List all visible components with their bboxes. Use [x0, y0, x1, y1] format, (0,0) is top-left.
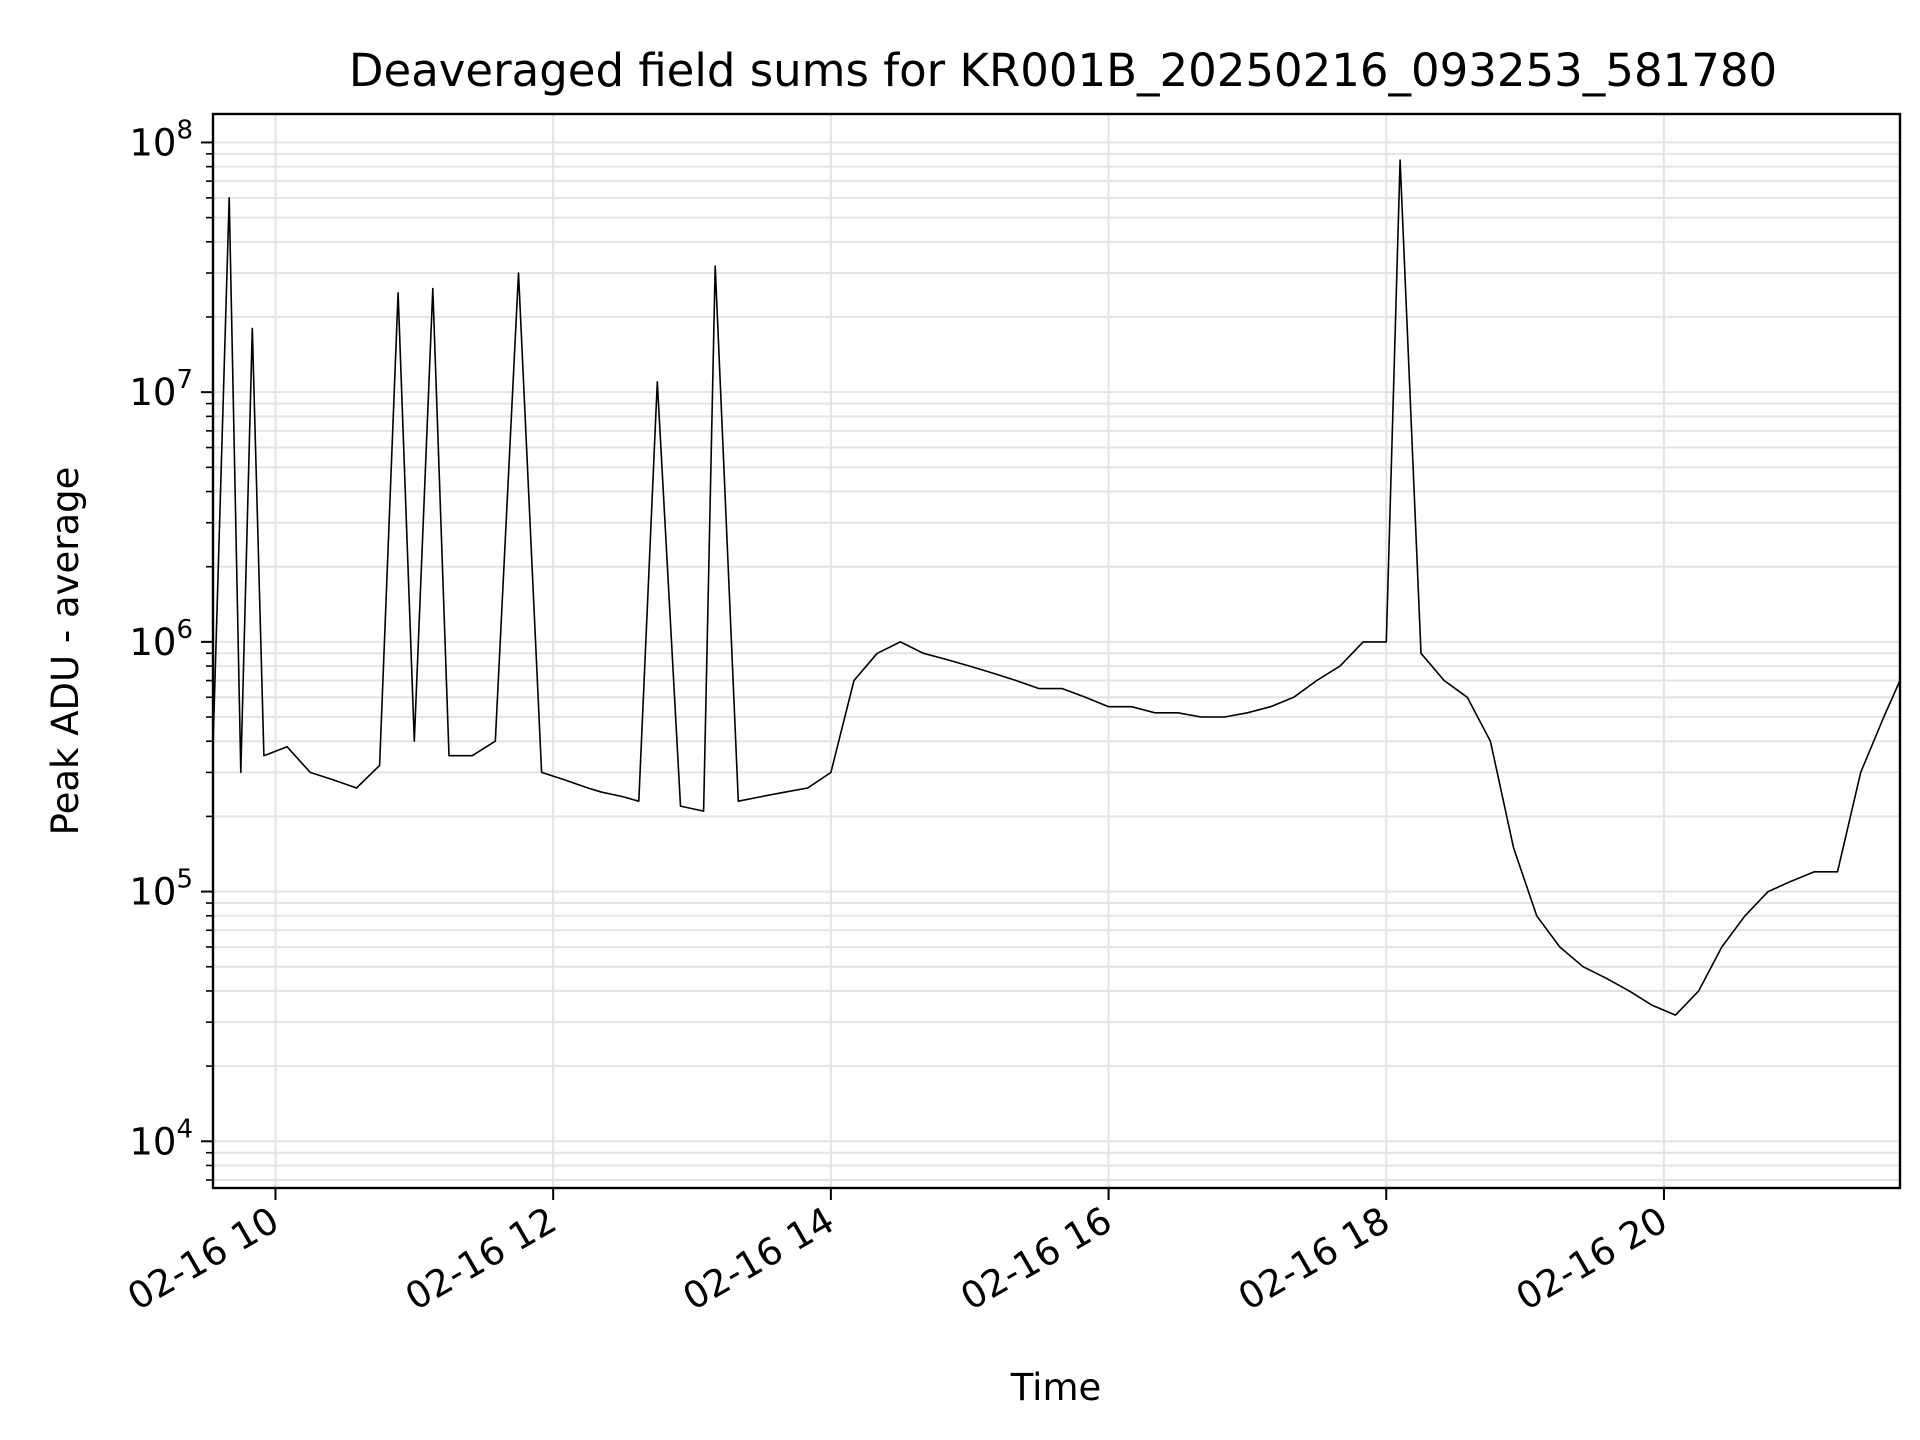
- y-tick-label: 104: [129, 1114, 193, 1163]
- chart-title: Deaveraged field sums for KR001B_2025021…: [349, 44, 1777, 97]
- y-tick-label: 106: [129, 615, 193, 664]
- y-tick-label: 107: [129, 365, 193, 414]
- y-axis-label: Peak ADU - average: [44, 467, 87, 836]
- plot-frame: [211, 112, 1902, 1190]
- y-tick-label: 105: [129, 865, 193, 914]
- grid-lines: [213, 114, 1900, 1188]
- y-tick-label: 108: [129, 115, 193, 164]
- series-group: [212, 159, 1901, 1016]
- series-line: [212, 159, 1901, 1016]
- x-axis-label: Time: [1010, 1366, 1102, 1409]
- y-axis: 104 105 106 107 108: [129, 115, 213, 1181]
